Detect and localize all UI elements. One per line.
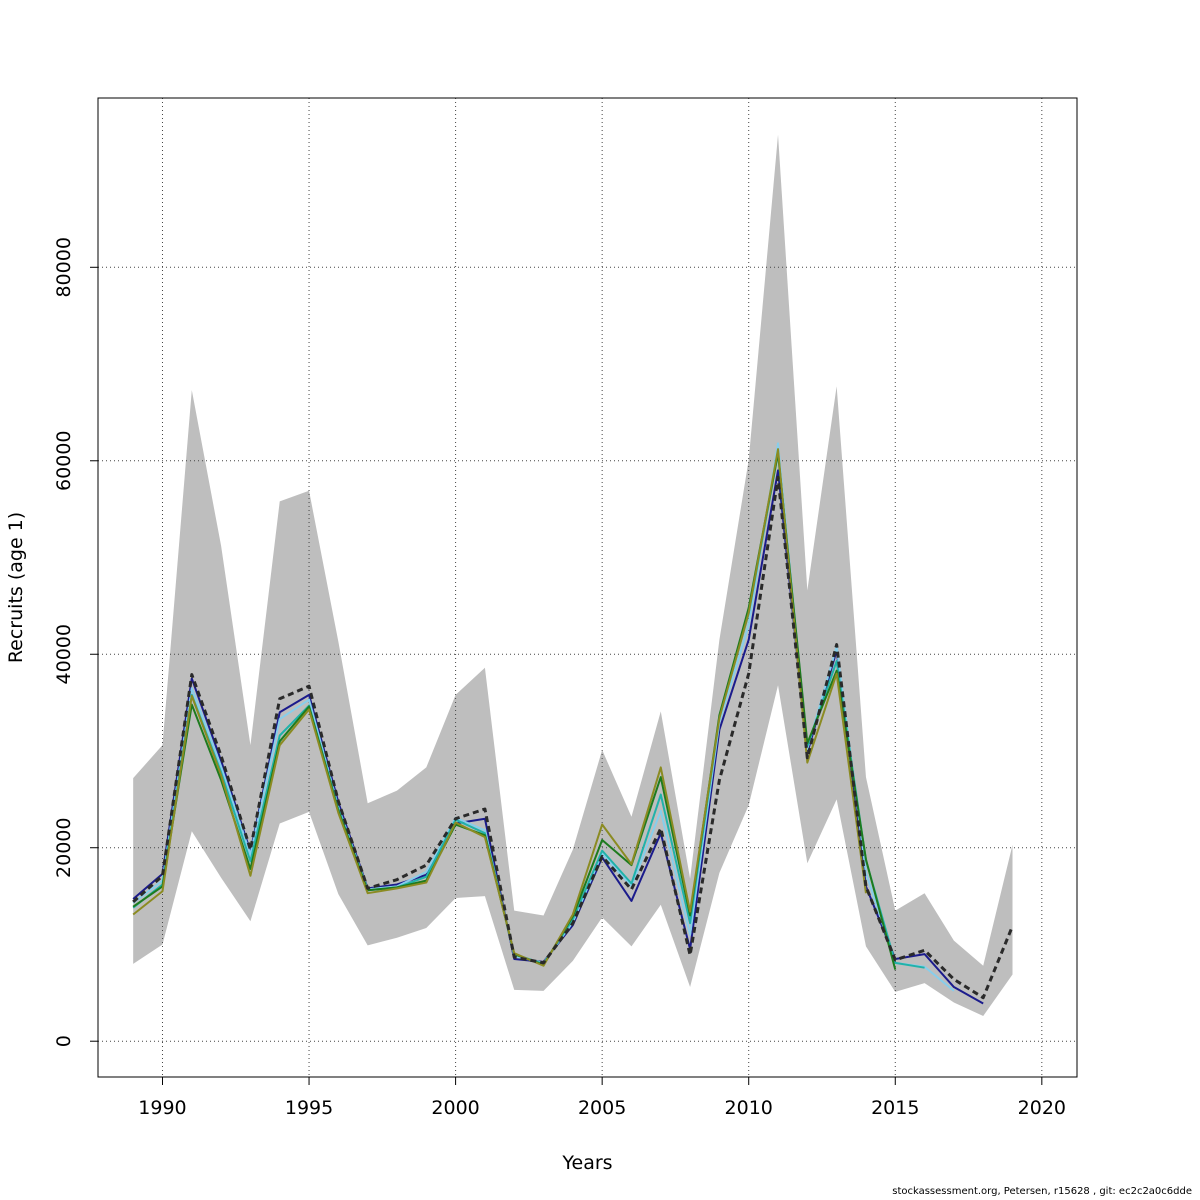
y-tick-label: 60000 — [53, 431, 75, 491]
y-tick-label: 80000 — [53, 237, 75, 297]
footnote: stockassessment.org, Petersen, r15628 , … — [892, 1186, 1192, 1197]
x-axis: 1990 1995 2000 2005 2010 2015 2020 — [138, 1077, 1066, 1119]
y-axis: 0 20000 40000 60000 80000 — [53, 237, 98, 1047]
x-tick-label: 2015 — [871, 1097, 919, 1119]
series-line — [132, 475, 1014, 1000]
y-tick-label: 20000 — [53, 818, 75, 878]
plot-frame — [97, 97, 1078, 1078]
x-tick-label: 1995 — [285, 1097, 333, 1119]
confidence-band — [133, 134, 1013, 1017]
series-line — [132, 448, 867, 967]
x-tick-label: 2005 — [578, 1097, 626, 1119]
x-tick-label: 2010 — [725, 1097, 773, 1119]
y-tick-label: 40000 — [53, 624, 75, 684]
y-tick-label: 0 — [53, 1035, 75, 1047]
x-tick-label: 2020 — [1018, 1097, 1066, 1119]
y-axis-title: Recruits (age 1) — [5, 512, 27, 663]
confidence-band-layer — [133, 134, 1013, 1017]
x-tick-label: 1990 — [138, 1097, 186, 1119]
x-axis-title: Years — [561, 1152, 612, 1174]
series-layer — [132, 442, 1014, 1005]
x-tick-label: 2000 — [431, 1097, 479, 1119]
